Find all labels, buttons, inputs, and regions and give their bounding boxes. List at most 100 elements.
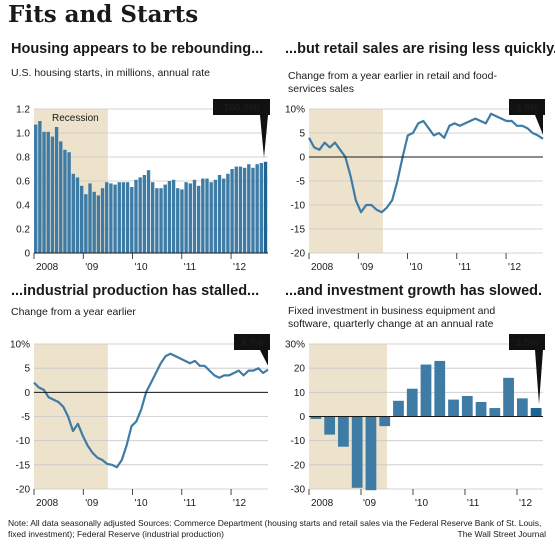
bar: [230, 169, 234, 253]
x-tick-label: '10: [135, 262, 148, 273]
bar: [121, 182, 126, 253]
bar: [196, 185, 201, 253]
y-tick-label: -10: [291, 201, 306, 212]
bar: [420, 364, 432, 417]
callout-label: 760,000: [223, 103, 260, 114]
y-tick-label: -10: [16, 436, 31, 447]
bar: [146, 170, 151, 253]
y-tick-label: -20: [291, 249, 306, 260]
bar: [205, 178, 209, 253]
bar: [255, 164, 259, 253]
bar: [503, 377, 514, 417]
bar: [38, 121, 42, 253]
bar: [365, 416, 377, 491]
callout-box: [509, 334, 545, 350]
bar: [59, 141, 63, 253]
bar: [324, 416, 336, 435]
y-tick-label: 10%: [285, 105, 305, 116]
y-tick-label: 10%: [10, 340, 30, 351]
x-tick-label: '09: [85, 262, 98, 273]
x-tick-label: '10: [135, 498, 148, 509]
y-tick-label: 0.6: [16, 177, 30, 188]
bar: [379, 416, 391, 427]
panel-title-industrial: ...industrial production has stalled...: [11, 283, 260, 299]
y-tick-label: 1.2: [16, 105, 30, 116]
y-tick-label: 0: [24, 249, 30, 260]
x-tick-label: '11: [467, 498, 480, 509]
bar: [96, 195, 101, 253]
bar: [54, 127, 59, 253]
bar: [130, 187, 134, 253]
y-tick-label: -20: [291, 460, 306, 471]
bar: [84, 194, 88, 253]
bar: [134, 179, 138, 253]
bar: [100, 188, 105, 253]
bar-latest: [263, 161, 268, 253]
bar: [434, 360, 446, 417]
bar: [180, 189, 184, 253]
bar: [176, 188, 180, 253]
panel-subtitle-retail: Change from a year earlier in retail and…: [288, 70, 497, 95]
bar: [238, 166, 243, 253]
bar: [234, 166, 238, 253]
y-tick-label: 30%: [285, 340, 305, 351]
panel-title-retail: ...but retail sales are rising less quic…: [285, 41, 555, 57]
y-tick-label: 0: [299, 412, 305, 423]
y-tick-label: -5: [296, 177, 305, 188]
bar: [63, 149, 67, 253]
y-tick-label: 0: [299, 153, 305, 164]
x-tick-label: '10: [415, 498, 428, 509]
bar: [151, 182, 155, 253]
recession-label: Recession: [52, 113, 99, 124]
bar-latest: [530, 408, 542, 417]
chart-0: Recession 1.2 1.0 0.8 0.6 0.4 0.2 0 2008 '09 '10 '1…: [16, 99, 270, 273]
callout-box: [509, 99, 545, 115]
y-tick-label: -30: [291, 485, 306, 496]
bar: [167, 181, 172, 253]
bar: [79, 185, 84, 253]
bar: [310, 416, 322, 419]
x-tick-label: 2008: [36, 498, 59, 509]
y-tick-label: 10: [294, 388, 306, 399]
bar: [67, 152, 71, 253]
series-line: [308, 112, 544, 214]
chart-1: 10% 5 0 -5 -10 -15 -20 2008 '09 '10 '11 '12 3.8%: [285, 99, 545, 273]
panel-title-housing: Housing appears to be rebounding...: [11, 41, 264, 57]
x-tick-label: '09: [85, 498, 98, 509]
series-line: [33, 352, 269, 469]
y-tick-label: 5: [299, 129, 305, 140]
callout-pointer: [260, 350, 268, 366]
y-tick-label: -5: [21, 412, 30, 423]
main-title: Fits and Starts: [8, 1, 199, 28]
bar: [155, 188, 159, 253]
panel-subtitle-industrial: Change from a year earlier: [11, 306, 136, 318]
chart-3: 30% 20 10 0 -10 -20 -30 2008 '09 '10 '11 '12 3.5%: [285, 334, 545, 509]
bar: [393, 400, 404, 417]
bar: [242, 167, 247, 253]
bar: [406, 388, 418, 417]
x-tick-label: '11: [184, 498, 197, 509]
bar: [247, 164, 251, 253]
bar: [125, 182, 130, 253]
x-tick-label: 2008: [36, 262, 59, 273]
bar: [209, 182, 213, 253]
bar: [489, 408, 501, 417]
bar: [171, 179, 176, 253]
x-tick-label: '12: [519, 498, 532, 509]
callout-pointer: [535, 115, 543, 135]
x-tick-label: '09: [363, 498, 376, 509]
x-tick-label: '11: [459, 262, 472, 273]
bar: [113, 184, 117, 253]
callout-box: [234, 334, 270, 350]
bar: [475, 402, 487, 417]
bar: [34, 124, 38, 253]
y-tick-label: 1.0: [16, 129, 30, 140]
x-tick-label: '10: [410, 262, 423, 273]
bar: [109, 183, 113, 253]
y-tick-label: 0.4: [16, 201, 30, 212]
bar: [516, 398, 528, 417]
bar: [201, 178, 205, 253]
bar: [88, 183, 92, 253]
y-tick-label: -15: [16, 460, 31, 471]
